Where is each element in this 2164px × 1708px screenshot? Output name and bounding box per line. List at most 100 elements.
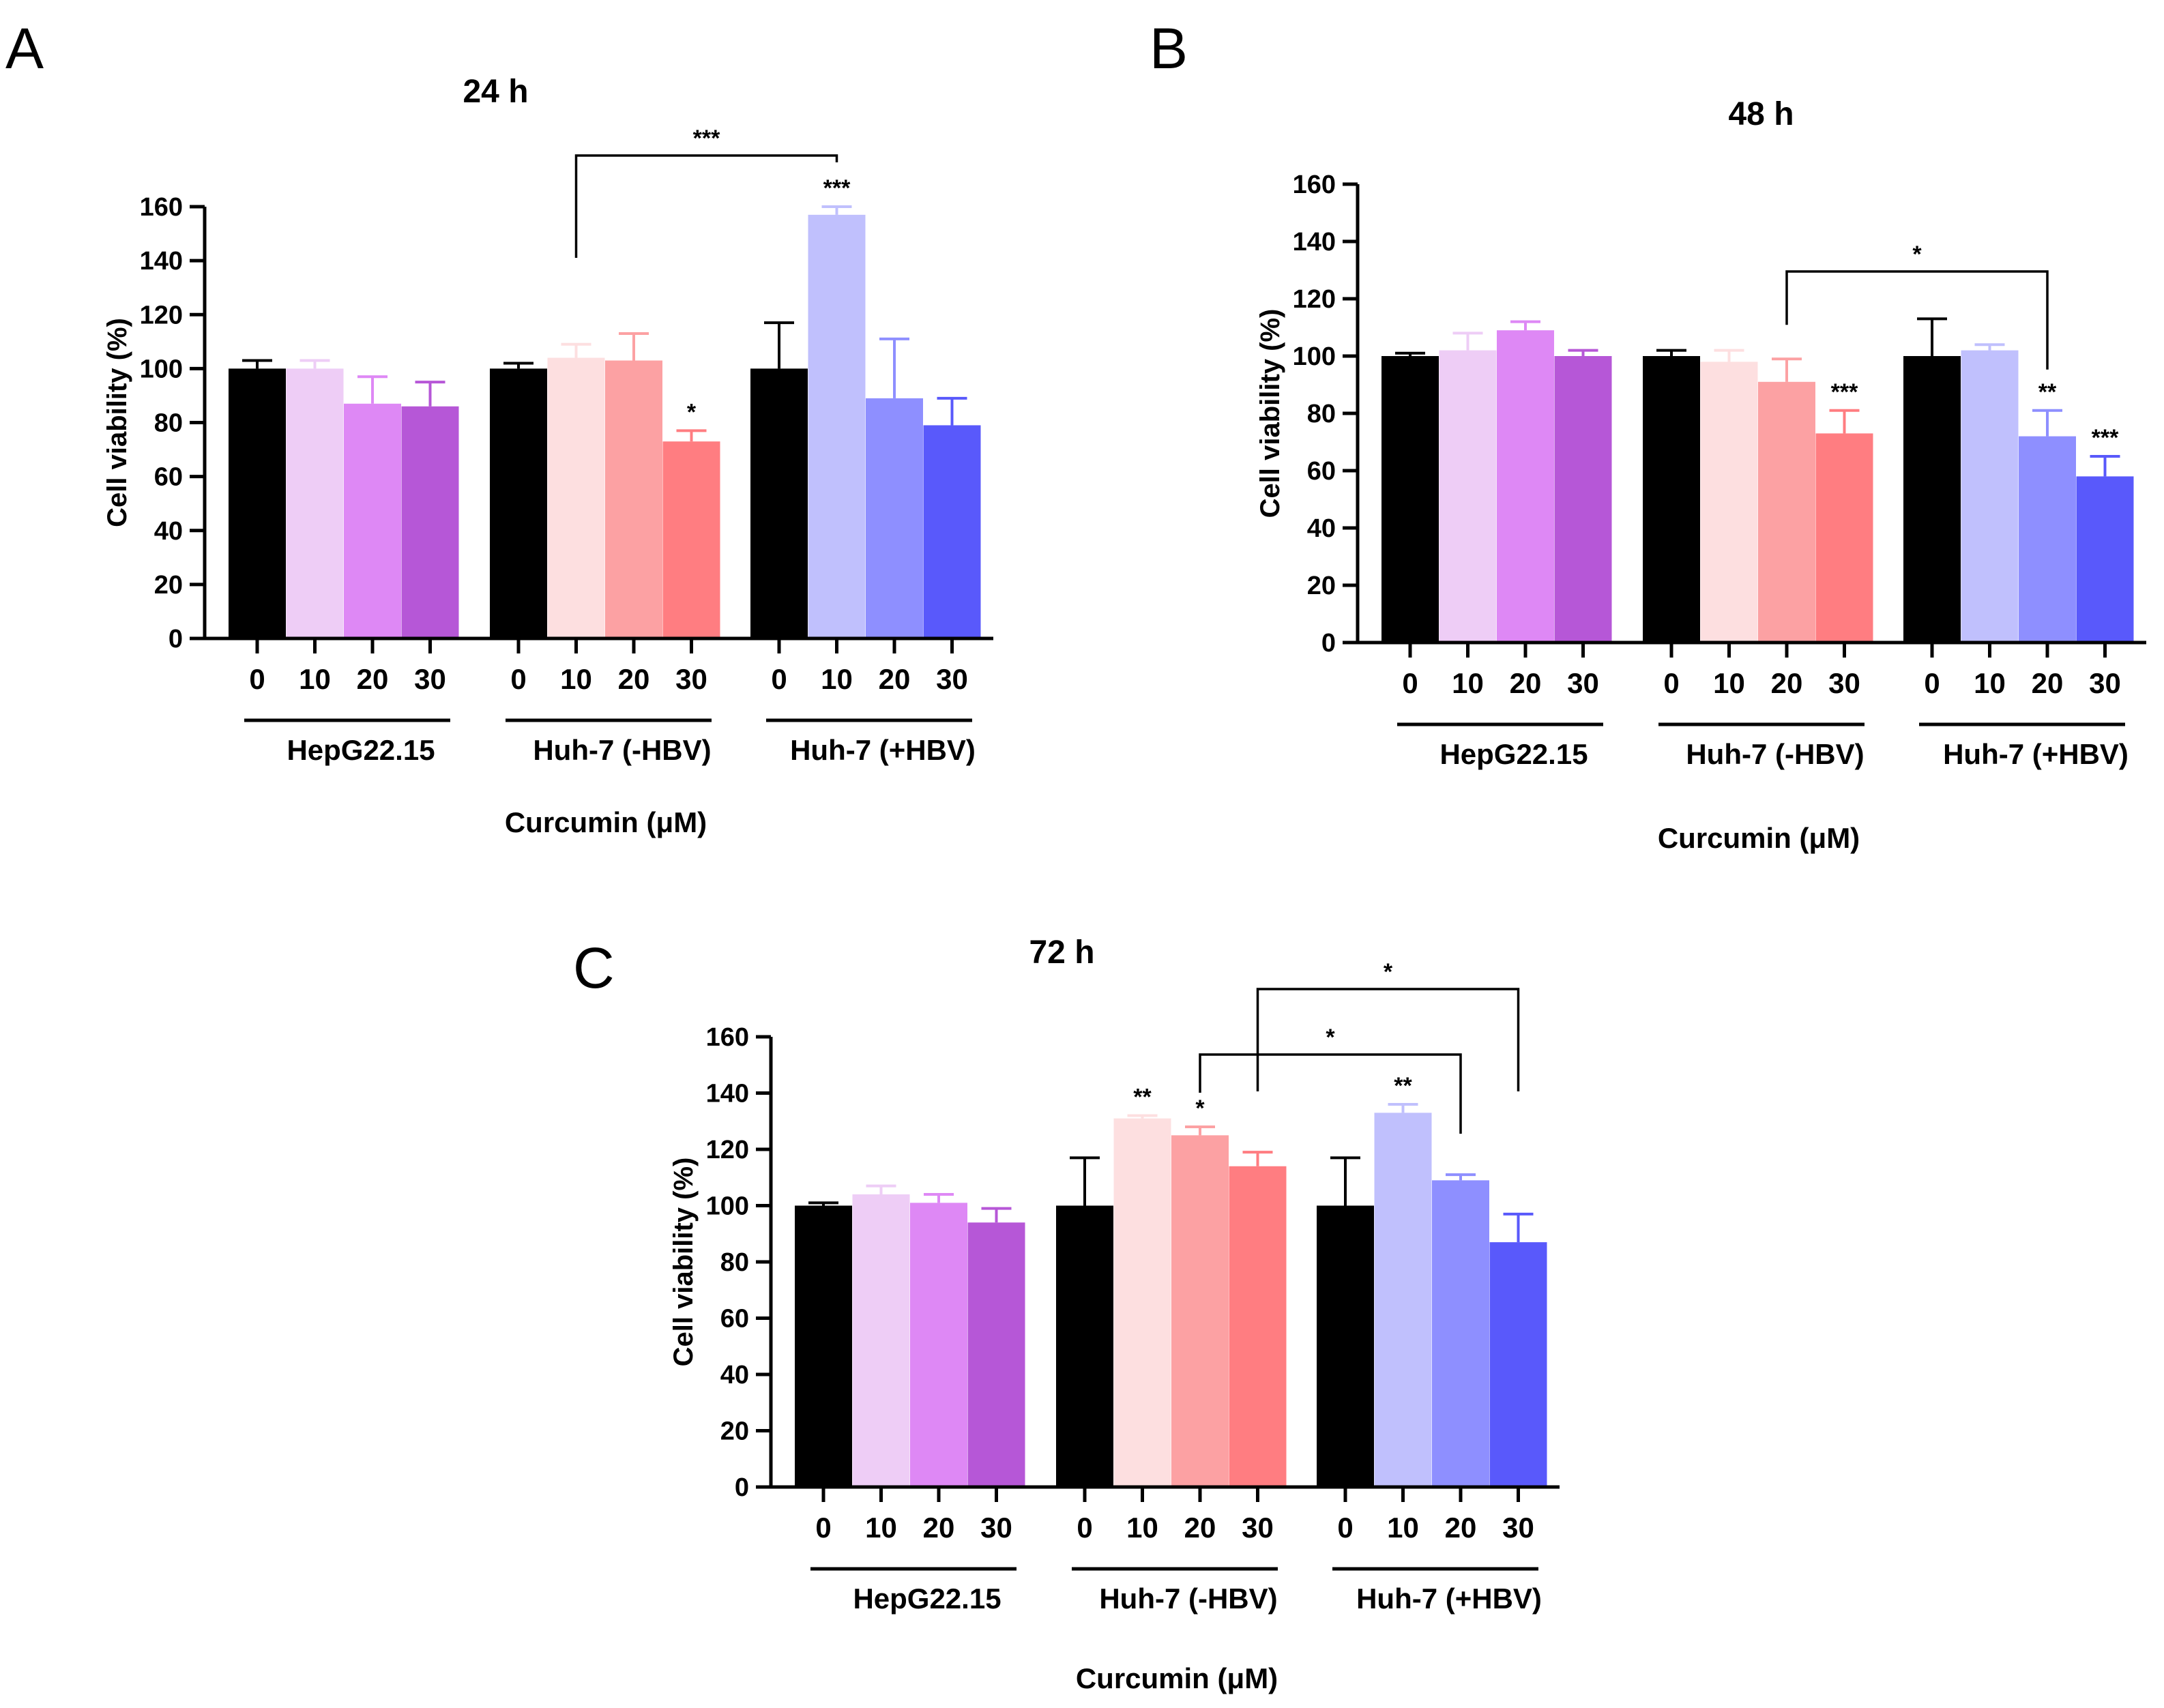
y-axis-label: Cell viability (%) xyxy=(102,318,132,527)
significance-marker: *** xyxy=(1831,379,1858,405)
bar xyxy=(1171,1135,1229,1487)
y-tick-label: 40 xyxy=(720,1361,749,1389)
y-tick-label: 100 xyxy=(706,1192,749,1221)
x-tick-label: 30 xyxy=(414,663,446,695)
y-tick-label: 80 xyxy=(720,1248,749,1277)
x-tick-label: 0 xyxy=(510,663,526,695)
bar xyxy=(547,357,605,638)
y-tick-label: 140 xyxy=(140,247,183,276)
panel-letter: B xyxy=(1150,16,1188,80)
comparison-bracket xyxy=(574,154,838,258)
bar xyxy=(1643,356,1700,643)
chart-title: 24 h xyxy=(463,74,528,110)
group-label: Huh-7 (-HBV) xyxy=(1686,738,1864,770)
x-tick-label: 10 xyxy=(1126,1512,1158,1544)
bar xyxy=(795,1205,852,1487)
x-tick-label: 20 xyxy=(1771,667,1803,699)
x-tick-label: 20 xyxy=(2032,667,2064,699)
x-tick-label: 10 xyxy=(1452,667,1484,699)
y-tick-label: 100 xyxy=(1293,342,1336,371)
bar xyxy=(1700,362,1758,643)
x-tick-label: 30 xyxy=(1502,1512,1534,1544)
comparison-bracket xyxy=(1785,270,2049,370)
comparison-bracket xyxy=(1199,1053,1462,1134)
x-tick-label: 30 xyxy=(675,663,707,695)
significance-marker: * xyxy=(1195,1095,1205,1121)
bar xyxy=(808,214,866,638)
bar xyxy=(490,368,547,638)
x-tick-label: 0 xyxy=(1337,1512,1353,1544)
y-tick-label: 0 xyxy=(1321,629,1336,658)
bar xyxy=(2019,436,2076,643)
x-axis-label: Curcumin (μM) xyxy=(1658,822,1860,854)
bar xyxy=(1374,1113,1432,1487)
x-tick-label: 30 xyxy=(2089,667,2121,699)
bar xyxy=(1961,350,2019,643)
y-tick-label: 60 xyxy=(154,463,183,492)
bar xyxy=(2076,476,2134,643)
x-tick-label: 10 xyxy=(865,1512,897,1544)
bar xyxy=(401,406,459,638)
bar xyxy=(1758,381,1815,643)
x-tick-label: 20 xyxy=(1510,667,1542,699)
bar xyxy=(1489,1242,1547,1487)
y-tick-label: 160 xyxy=(1293,171,1336,199)
group-label: Huh-7 (+HBV) xyxy=(790,734,976,766)
group-label: Huh-7 (-HBV) xyxy=(533,734,711,766)
significance-marker: *** xyxy=(2092,425,2119,451)
x-tick-label: 20 xyxy=(923,1512,955,1544)
bar xyxy=(286,368,344,638)
y-tick-label: 20 xyxy=(154,571,183,600)
y-tick-label: 120 xyxy=(706,1136,749,1164)
y-tick-label: 40 xyxy=(154,517,183,546)
x-tick-label: 10 xyxy=(821,663,853,695)
bar xyxy=(923,425,981,638)
y-tick-label: 140 xyxy=(1293,228,1336,256)
bar xyxy=(866,398,923,638)
comparison-label: * xyxy=(1384,959,1393,985)
y-tick-label: 100 xyxy=(140,355,183,383)
bar xyxy=(662,441,720,638)
y-tick-label: 20 xyxy=(1307,572,1336,600)
bar xyxy=(750,368,808,638)
x-tick-label: 20 xyxy=(618,663,650,695)
panel-letter: A xyxy=(5,16,44,80)
bar xyxy=(910,1203,967,1487)
y-tick-label: 140 xyxy=(706,1080,749,1108)
group-label: HepG22.15 xyxy=(287,734,435,766)
y-tick-label: 20 xyxy=(720,1417,749,1446)
x-tick-label: 0 xyxy=(249,663,265,695)
y-axis-label: Cell viability (%) xyxy=(669,1158,699,1367)
x-tick-label: 20 xyxy=(1445,1512,1477,1544)
x-tick-label: 0 xyxy=(815,1512,831,1544)
y-tick-label: 80 xyxy=(1307,400,1336,428)
significance-marker: ** xyxy=(2038,379,2057,405)
group-label: HepG22.15 xyxy=(1439,738,1588,770)
chart-title: 48 h xyxy=(1728,96,1794,132)
y-tick-label: 120 xyxy=(140,301,183,329)
x-tick-label: 20 xyxy=(879,663,911,695)
significance-marker: * xyxy=(687,399,697,425)
y-axis-label: Cell viability (%) xyxy=(1255,309,1285,518)
group-label: HepG22.15 xyxy=(853,1582,1001,1615)
x-tick-label: 10 xyxy=(299,663,331,695)
chart-title: 72 h xyxy=(1029,934,1094,971)
bar xyxy=(1113,1118,1171,1487)
bar xyxy=(1815,433,1873,643)
bar xyxy=(967,1222,1025,1487)
comparison-label: *** xyxy=(693,126,720,151)
x-tick-label: 20 xyxy=(1184,1512,1216,1544)
y-tick-label: 120 xyxy=(1293,285,1336,314)
panel-letter: C xyxy=(573,936,615,1000)
x-tick-label: 30 xyxy=(1567,667,1599,699)
group-label: Huh-7 (+HBV) xyxy=(1356,1582,1542,1615)
bar xyxy=(1439,350,1497,643)
significance-marker: ** xyxy=(1394,1073,1412,1099)
significance-marker: *** xyxy=(823,175,851,201)
x-tick-label: 0 xyxy=(1402,667,1418,699)
y-tick-label: 160 xyxy=(706,1023,749,1052)
x-tick-label: 30 xyxy=(1242,1512,1274,1544)
x-tick-label: 10 xyxy=(1713,667,1745,699)
